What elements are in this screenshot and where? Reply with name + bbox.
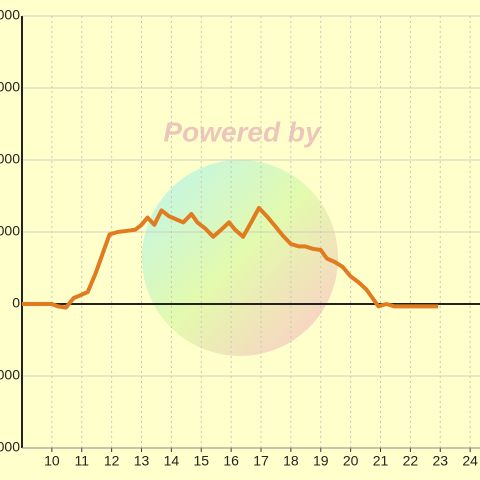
x-tick-label: 15 (193, 453, 209, 469)
x-tick-label: 16 (223, 453, 239, 469)
data-line (22, 206, 439, 310)
x-tick-label: 11 (74, 453, 89, 469)
y-tick-label: 6,000 (0, 151, 20, 167)
watermark-text: Powered by (163, 116, 322, 147)
x-tick-label: 22 (403, 453, 419, 469)
y-tick-label: 0 (12, 295, 20, 311)
y-tick-label: 3,000 (0, 223, 20, 239)
x-tick-label: 12 (104, 453, 120, 469)
watermark-logo (142, 160, 338, 356)
x-tick-label: 20 (343, 453, 359, 469)
x-tick-label: 18 (283, 453, 299, 469)
x-tick-label: 14 (164, 453, 180, 469)
x-tick-label: 13 (134, 453, 150, 469)
y-tick-label: -3,000 (0, 367, 20, 383)
x-tick-label: 21 (373, 453, 389, 469)
y-tick-label: 9,000 (0, 79, 20, 95)
x-tick-label: 10 (44, 453, 60, 469)
x-tick-label: 19 (313, 453, 329, 469)
x-tick-label: 17 (253, 453, 269, 469)
x-tick-label: 24 (462, 453, 478, 469)
y-tick-label: 12,000 (0, 7, 20, 23)
y-tick-label: -6,000 (0, 439, 20, 455)
x-tick-label: 23 (432, 453, 448, 469)
